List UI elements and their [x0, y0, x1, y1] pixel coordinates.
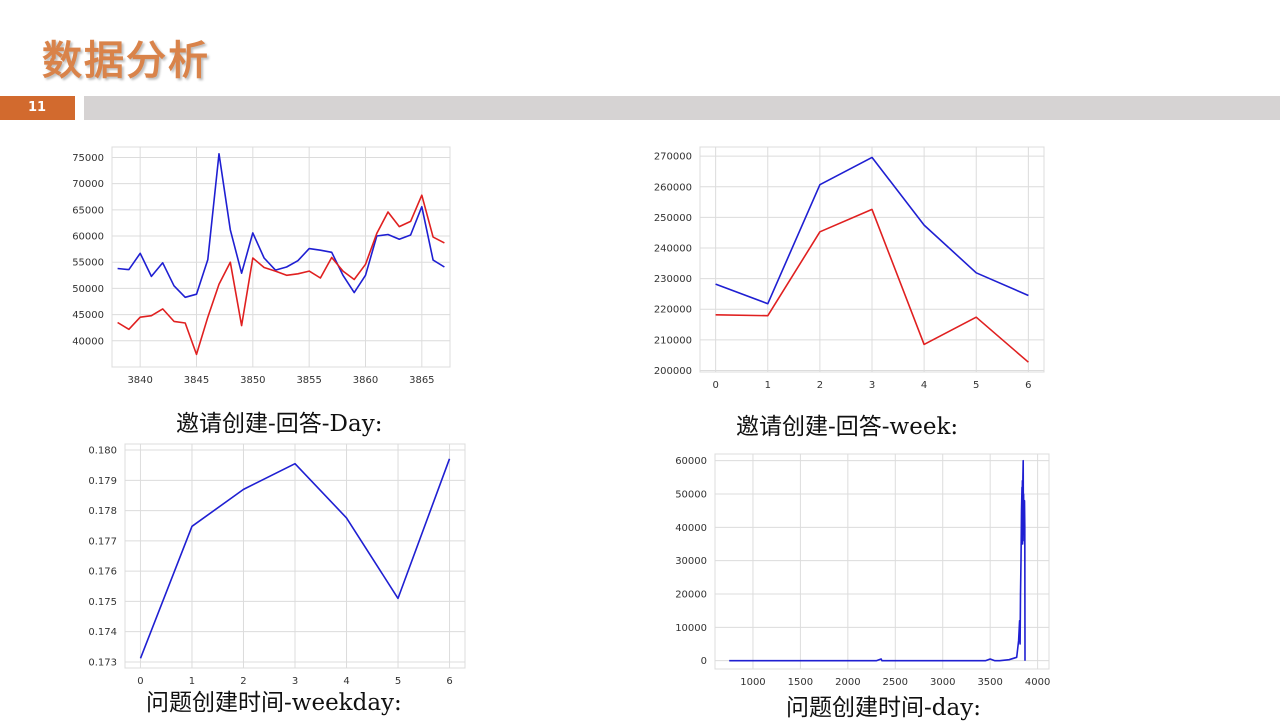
y-tick-label: 65000 [72, 205, 104, 216]
x-tick-label: 3 [869, 380, 875, 391]
x-tick-label: 3500 [977, 677, 1002, 688]
y-tick-label: 10000 [675, 623, 707, 634]
y-tick-label: 0.179 [88, 476, 117, 487]
x-tick-label: 0 [137, 676, 143, 687]
chart-invite-answer-week: 200000 210000 220000 230000 240000 250000 2600… [654, 146, 1045, 391]
plot-area [714, 453, 1050, 670]
x-tick-label: 0 [712, 380, 718, 391]
x-tick-label: 3860 [353, 375, 378, 386]
series-line-blue [139, 458, 451, 659]
y-tick-label: 210000 [654, 335, 692, 346]
y-tick-label: 260000 [654, 182, 692, 193]
x-tick-label: 3865 [409, 375, 434, 386]
y-tick-label: 60000 [72, 232, 104, 243]
x-tick-label: 6 [446, 676, 452, 687]
x-tick-label: 1 [765, 380, 771, 391]
caption-question-weekday: 问题创建时间-weekday: [146, 690, 402, 716]
x-tick-label: 5 [395, 676, 401, 687]
chart-question-weekday: 0.173 0.174 0.175 0.176 0.177 0.178 0.179 0.180… [88, 443, 466, 687]
y-tick-label: 0.175 [88, 597, 117, 608]
series-line-blue [729, 459, 1026, 662]
y-tick-label: 220000 [654, 305, 692, 316]
y-tick-label: 40000 [72, 336, 104, 347]
y-tick-label: 0 [701, 656, 707, 667]
y-tick-label: 70000 [72, 179, 104, 190]
series-line-red [715, 208, 1029, 363]
x-tick-label: 3000 [930, 677, 955, 688]
y-tick-label: 270000 [654, 152, 692, 163]
y-tick-label: 0.173 [88, 657, 117, 668]
y-tick-label: 45000 [72, 310, 104, 321]
y-tick-label: 30000 [675, 556, 707, 567]
plot-area [111, 146, 451, 368]
y-tick-label: 55000 [72, 258, 104, 269]
y-tick-label: 75000 [72, 153, 104, 164]
page-number-badge: 11 [0, 96, 75, 120]
y-tick-label: 50000 [675, 490, 707, 501]
x-tick-label: 4000 [1025, 677, 1050, 688]
header-divider-bar [84, 96, 1280, 120]
x-tick-label: 5 [973, 380, 979, 391]
y-tick-label: 20000 [675, 590, 707, 601]
y-tick-label: 40000 [675, 523, 707, 534]
caption-invite-answer-week: 邀请创建-回答-week: [736, 414, 959, 440]
caption-invite-answer-day: 邀请创建-回答-Day: [176, 411, 383, 437]
x-tick-label: 2 [817, 380, 823, 391]
x-tick-label: 3845 [184, 375, 209, 386]
y-tick-label: 250000 [654, 213, 692, 224]
x-tick-label: 2500 [883, 677, 908, 688]
series-line-blue [715, 156, 1029, 305]
y-tick-label: 230000 [654, 274, 692, 285]
x-tick-label: 2 [240, 676, 246, 687]
y-tick-label: 50000 [72, 284, 104, 295]
y-tick-label: 0.180 [88, 446, 117, 457]
y-tick-label: 60000 [675, 456, 707, 467]
x-tick-label: 4 [921, 380, 927, 391]
caption-question-day: 问题创建时间-day: [786, 695, 981, 721]
series-line-red [117, 194, 445, 356]
x-tick-label: 1500 [788, 677, 813, 688]
y-tick-label: 0.174 [88, 627, 117, 638]
x-tick-label: 3840 [127, 375, 152, 386]
y-tick-label: 0.176 [88, 567, 117, 578]
x-tick-label: 1 [189, 676, 195, 687]
x-tick-label: 2000 [835, 677, 860, 688]
y-tick-label: 200000 [654, 366, 692, 377]
y-tick-label: 0.178 [88, 506, 117, 517]
chart-invite-answer-day: 40000 45000 50000 55000 60000 65000 70000 75000… [72, 146, 451, 386]
x-tick-label: 3850 [240, 375, 265, 386]
series-line-blue [117, 153, 445, 299]
page-title: 数据分析 [42, 38, 210, 84]
x-tick-label: 3 [292, 676, 298, 687]
y-tick-label: 240000 [654, 244, 692, 255]
chart-question-day: 0 10000 20000 30000 40000 50000 60000 1000 1500 2… [675, 453, 1050, 688]
y-tick-label: 0.177 [88, 536, 117, 547]
x-tick-label: 4 [343, 676, 349, 687]
x-tick-label: 1000 [740, 677, 765, 688]
x-tick-label: 3855 [296, 375, 321, 386]
x-tick-label: 6 [1025, 380, 1031, 391]
